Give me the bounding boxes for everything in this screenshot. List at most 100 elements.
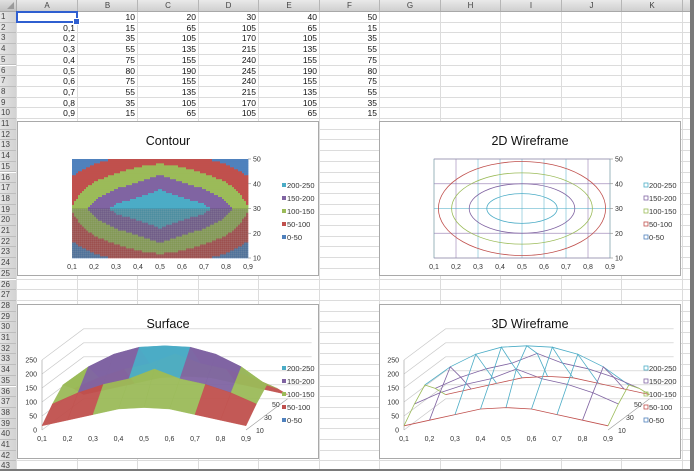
selected-cell-a1[interactable] (16, 11, 80, 25)
chart-wire2d[interactable]: 0,1 0,2 0,3 0,4 0,5 0,6 0,7 0,8 0,9 10 20 30 40 50 200… (379, 121, 681, 276)
row-header-41[interactable]: 41 (0, 440, 17, 451)
cell-D10[interactable]: 105 (241, 108, 256, 119)
cell-E8[interactable]: 135 (302, 86, 317, 97)
cell-B6[interactable]: 80 (125, 65, 135, 76)
column-header-i[interactable]: I (501, 0, 562, 11)
row-header-9[interactable]: 9 (0, 97, 17, 109)
cell-F8[interactable]: 55 (367, 86, 377, 97)
cell-D2[interactable]: 105 (241, 22, 256, 33)
cell-E4[interactable]: 135 (302, 44, 317, 55)
cell-B1[interactable]: 10 (125, 12, 135, 22)
row-header-42[interactable]: 42 (0, 450, 17, 462)
cell-B4[interactable]: 55 (125, 44, 135, 55)
cell-E5[interactable]: 155 (302, 54, 317, 65)
cell-C10[interactable]: 65 (186, 108, 196, 119)
cell-A2[interactable]: 0,1 (63, 22, 75, 33)
cell-D9[interactable]: 170 (241, 97, 256, 108)
cell-C6[interactable]: 190 (181, 65, 196, 76)
cell-B3[interactable]: 35 (125, 33, 135, 44)
row-header-4[interactable]: 4 (0, 44, 17, 55)
row-header-11[interactable]: 11 (0, 119, 17, 130)
cell-A8[interactable]: 0,7 (63, 86, 75, 97)
cell-A9[interactable]: 0,8 (63, 97, 75, 108)
column-header-h[interactable]: H (441, 0, 501, 11)
cell-F5[interactable]: 75 (367, 54, 377, 65)
row-header-3[interactable]: 3 (0, 33, 17, 45)
row-header-33[interactable]: 33 (0, 354, 17, 366)
cell-C4[interactable]: 135 (181, 44, 196, 55)
row-header-13[interactable]: 13 (0, 140, 17, 152)
cell-C8[interactable]: 135 (181, 86, 196, 97)
row-header-32[interactable]: 32 (0, 343, 17, 355)
column-header-e[interactable]: E (259, 0, 320, 11)
chart-wire3d[interactable]: 0,1 0,2 0,3 0,4 0,5 0,6 0,7 0,8 0,9 0 50 100 150 200 2… (379, 304, 681, 459)
cell-E10[interactable]: 65 (307, 108, 317, 119)
row-header-35[interactable]: 35 (0, 375, 17, 387)
cell-C9[interactable]: 105 (181, 97, 196, 108)
cell-C5[interactable]: 155 (181, 54, 196, 65)
row-header-30[interactable]: 30 (0, 322, 17, 333)
cell-B5[interactable]: 75 (125, 54, 135, 65)
row-header-1[interactable]: 1 (0, 12, 17, 23)
chart-contour[interactable]: 0,1 0,2 0,3 0,4 0,5 0,6 0,7 0,8 0,9 10 20 30 40 50 200… (17, 121, 319, 276)
row-header-40[interactable]: 40 (0, 429, 17, 440)
row-header-25[interactable]: 25 (0, 268, 17, 280)
cell-F1[interactable]: 50 (367, 12, 377, 22)
row-header-19[interactable]: 19 (0, 204, 17, 216)
row-header-20[interactable]: 20 (0, 215, 17, 226)
chart-surface[interactable]: 0,1 0,2 0,3 0,4 0,5 0,6 0,7 0,8 0,9 0 50 100 150 200 2… (17, 304, 319, 459)
cell-E3[interactable]: 105 (302, 33, 317, 44)
row-header-34[interactable]: 34 (0, 365, 17, 376)
cell-A6[interactable]: 0,5 (63, 65, 75, 76)
column-header-b[interactable]: B (78, 0, 138, 11)
cell-F3[interactable]: 35 (367, 33, 377, 44)
row-header-12[interactable]: 12 (0, 129, 17, 141)
cell-D4[interactable]: 215 (241, 44, 256, 55)
row-header-16[interactable]: 16 (0, 172, 17, 184)
cell-E1[interactable]: 40 (307, 12, 317, 22)
row-header-15[interactable]: 15 (0, 161, 17, 173)
row-header-6[interactable]: 6 (0, 65, 17, 77)
cell-A3[interactable]: 0,2 (63, 33, 75, 44)
cell-C2[interactable]: 65 (186, 22, 196, 33)
row-header-29[interactable]: 29 (0, 311, 17, 323)
cell-E6[interactable]: 190 (302, 65, 317, 76)
column-header-c[interactable]: C (138, 0, 199, 11)
row-header-2[interactable]: 2 (0, 22, 17, 34)
cell-B10[interactable]: 15 (125, 108, 135, 119)
column-header-a[interactable]: A (17, 0, 78, 11)
row-header-8[interactable]: 8 (0, 86, 17, 98)
cell-F10[interactable]: 15 (367, 108, 377, 119)
row-header-28[interactable]: 28 (0, 300, 17, 312)
cell-C7[interactable]: 155 (181, 76, 196, 87)
row-header-10[interactable]: 10 (0, 108, 17, 119)
cell-D8[interactable]: 215 (241, 86, 256, 97)
cell-A10[interactable]: 0,9 (63, 108, 75, 119)
row-header-31[interactable]: 31 (0, 333, 17, 344)
row-header-24[interactable]: 24 (0, 258, 17, 269)
cell-C1[interactable]: 20 (186, 12, 196, 22)
cell-F4[interactable]: 55 (367, 44, 377, 55)
cell-D1[interactable]: 30 (246, 12, 256, 22)
row-header-23[interactable]: 23 (0, 247, 17, 259)
cell-E2[interactable]: 65 (307, 22, 317, 33)
cell-F2[interactable]: 15 (367, 22, 377, 33)
cell-E7[interactable]: 155 (302, 76, 317, 87)
cell-F7[interactable]: 75 (367, 76, 377, 87)
cell-D7[interactable]: 240 (241, 76, 256, 87)
cell-B7[interactable]: 75 (125, 76, 135, 87)
cell-E9[interactable]: 105 (302, 97, 317, 108)
cell-A4[interactable]: 0,3 (63, 44, 75, 55)
row-header-17[interactable]: 17 (0, 183, 17, 194)
cell-B8[interactable]: 55 (125, 86, 135, 97)
cell-C3[interactable]: 105 (181, 33, 196, 44)
cell-D6[interactable]: 245 (241, 65, 256, 76)
row-header-5[interactable]: 5 (0, 54, 17, 66)
column-header-j[interactable]: J (562, 0, 622, 11)
row-header-22[interactable]: 22 (0, 236, 17, 248)
cell-A5[interactable]: 0,4 (63, 54, 75, 65)
column-header-g[interactable]: G (380, 0, 441, 11)
row-header-18[interactable]: 18 (0, 193, 17, 205)
row-header-37[interactable]: 37 (0, 397, 17, 408)
row-header-7[interactable]: 7 (0, 76, 17, 87)
